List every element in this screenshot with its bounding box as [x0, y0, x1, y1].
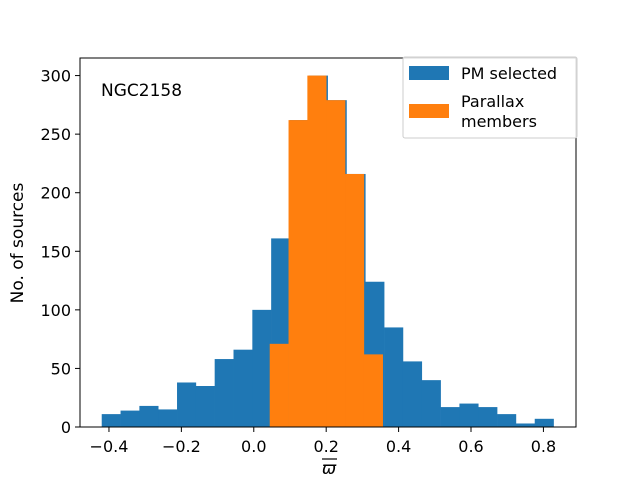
x-tick-label: 0.4	[386, 437, 411, 456]
parallax-members-bar-0	[269, 343, 289, 427]
y-tick-label: 100	[40, 301, 71, 320]
y-tick-label: 50	[51, 359, 71, 378]
y-tick-label: 250	[40, 125, 71, 144]
pm-selected-bar-15	[384, 327, 404, 427]
y-tick-label: 300	[40, 67, 71, 86]
parallax-members-bar-5	[363, 354, 383, 427]
y-tick-label: 200	[40, 184, 71, 203]
pm-selected-bar-18	[440, 407, 460, 427]
pm-selected-bar-20	[478, 407, 498, 427]
pm-selected-bar-19	[459, 403, 479, 427]
legend-swatch-parallax-members	[409, 104, 449, 118]
x-tick-label: 0.8	[531, 437, 556, 456]
legend-label-pm-selected: PM selected	[461, 64, 557, 83]
legend-label-members: members	[461, 112, 537, 131]
x-axis-ticks: −0.4 −0.2 0.0 0.2 0.4 0.6 0.8	[90, 427, 556, 456]
pm-selected-bar-21	[497, 414, 517, 427]
pm-selected-bar-7	[233, 349, 253, 427]
plot-frame	[79, 57, 577, 428]
parallax-members-bar-2	[307, 75, 327, 428]
pm-selected-bar-0	[101, 414, 121, 427]
y-tick-label: 150	[40, 242, 71, 261]
pm-selected-bar-8	[252, 309, 272, 427]
pm-selected-bar-17	[421, 380, 441, 427]
pm-selected-bar-1	[120, 410, 140, 427]
pm-selected-bar-6	[214, 359, 234, 427]
x-tick-label: 0.2	[313, 437, 338, 456]
x-tick-label: −0.2	[162, 437, 201, 456]
legend-label-parallax: Parallax	[461, 92, 524, 111]
pm-selected-bar-23	[534, 418, 554, 427]
x-tick-label: 0.6	[458, 437, 483, 456]
parallax-members-bar-3	[326, 100, 346, 428]
pm-selected-bar-5	[195, 386, 215, 427]
parallax-members-bar-1	[288, 120, 308, 427]
x-tick-label: −0.4	[90, 437, 129, 456]
pm-selected-bar-3	[158, 409, 178, 427]
pm-selected-bar-22	[515, 423, 536, 427]
y-tick-label: 0	[61, 418, 71, 437]
legend-swatch-pm-selected	[409, 66, 449, 80]
parallax-members-bars	[269, 75, 383, 428]
x-axis-label: ϖ	[322, 459, 337, 479]
parallax-members-bar-4	[345, 173, 365, 427]
legend: PM selected Parallax members	[402, 56, 578, 139]
x-tick-label: 0.0	[241, 437, 266, 456]
cluster-annotation: NGC2158	[101, 81, 182, 101]
pm-selected-bar-4	[177, 382, 197, 427]
y-axis-ticks: 0 50 100 150 200 250 300	[40, 67, 80, 437]
pm-selected-bar-16	[402, 361, 423, 427]
pm-selected-bar-2	[139, 405, 159, 427]
y-axis-label: No. of sources	[8, 182, 28, 303]
